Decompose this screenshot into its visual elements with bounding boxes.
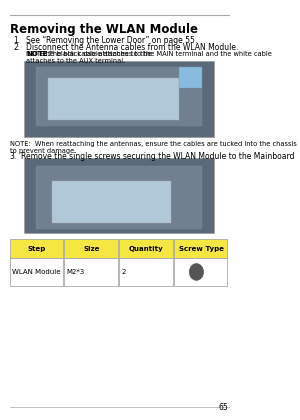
Text: Removing the WLAN Module: Removing the WLAN Module xyxy=(10,23,197,36)
FancyBboxPatch shape xyxy=(119,239,172,258)
FancyBboxPatch shape xyxy=(36,166,202,229)
FancyBboxPatch shape xyxy=(10,239,63,258)
FancyBboxPatch shape xyxy=(52,181,171,223)
FancyBboxPatch shape xyxy=(64,258,118,286)
Text: 2.: 2. xyxy=(13,43,20,52)
Text: Remove the single screws securing the WLAN Module to the Mainboard: Remove the single screws securing the WL… xyxy=(21,152,295,161)
Text: Step: Step xyxy=(28,246,46,252)
FancyBboxPatch shape xyxy=(24,158,214,233)
Text: See “Removing the Lower Door” on page 55.: See “Removing the Lower Door” on page 55… xyxy=(26,36,197,45)
FancyBboxPatch shape xyxy=(64,239,118,258)
Text: 1.: 1. xyxy=(13,36,20,45)
FancyBboxPatch shape xyxy=(174,239,227,258)
Text: WLAN Module: WLAN Module xyxy=(12,269,60,275)
Text: Screw Type: Screw Type xyxy=(179,246,224,252)
Ellipse shape xyxy=(189,264,204,281)
FancyBboxPatch shape xyxy=(36,67,202,126)
Text: 2: 2 xyxy=(122,269,126,275)
FancyBboxPatch shape xyxy=(24,61,214,136)
Text: Size: Size xyxy=(83,246,100,252)
FancyBboxPatch shape xyxy=(174,258,227,286)
Text: Disconnect the Antenna cables from the WLAN Module.: Disconnect the Antenna cables from the W… xyxy=(26,43,239,52)
Text: NOTE:  When reattaching the antennas, ensure the cables are tucked into the chas: NOTE: When reattaching the antennas, ens… xyxy=(10,141,296,154)
Text: The black cable attaches to the: The black cable attaches to the xyxy=(39,51,153,57)
Text: NOTE: The black cable attaches to the MAIN terminal and the white cable attaches: NOTE: The black cable attaches to the MA… xyxy=(26,51,272,64)
FancyBboxPatch shape xyxy=(119,258,172,286)
Text: 3.: 3. xyxy=(10,152,17,161)
FancyBboxPatch shape xyxy=(48,78,178,120)
Text: NOTE:: NOTE: xyxy=(26,51,51,57)
Text: Quantity: Quantity xyxy=(129,246,164,252)
Text: 65: 65 xyxy=(219,404,229,412)
FancyBboxPatch shape xyxy=(10,258,63,286)
Text: M2*3: M2*3 xyxy=(67,269,85,275)
FancyBboxPatch shape xyxy=(178,67,203,88)
